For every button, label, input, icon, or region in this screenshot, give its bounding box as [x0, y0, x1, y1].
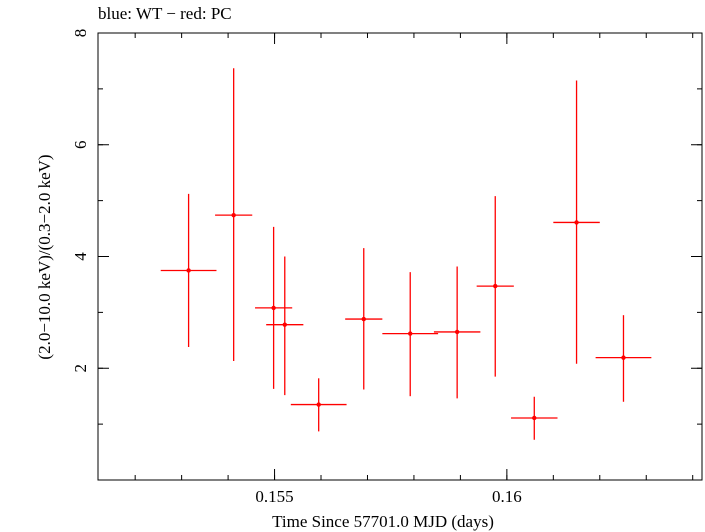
data-point [266, 256, 304, 396]
data-point [290, 378, 347, 432]
data-point [215, 68, 253, 361]
y-tick-label: 6 [71, 141, 90, 150]
data-point [511, 396, 558, 440]
point-marker [361, 316, 366, 322]
point-marker [532, 415, 537, 421]
data-point [595, 315, 652, 402]
chart-title: blue: WT − red: PC [98, 4, 232, 23]
point-marker [621, 355, 626, 360]
y-tick-label: 2 [71, 364, 90, 373]
axis-ticks [98, 32, 702, 481]
data-point [160, 193, 217, 348]
data-point [255, 226, 293, 389]
point-marker [493, 283, 498, 289]
x-axis-label: Time Since 57701.0 MJD (days) [272, 512, 494, 531]
y-tick-label: 4 [71, 252, 90, 261]
data-point [553, 80, 600, 364]
data-points [160, 68, 652, 440]
data-point [382, 272, 439, 397]
point-marker [186, 268, 191, 273]
y-tick-label: 8 [71, 29, 90, 38]
y-axis-label: (2.0−10.0 keV)/(0.3−2.0 keV) [35, 154, 54, 359]
point-marker [282, 322, 287, 327]
point-marker [231, 212, 236, 218]
data-point [476, 196, 514, 377]
point-marker [574, 220, 579, 225]
point-marker [271, 305, 276, 311]
x-tick-label: 0.16 [492, 487, 522, 506]
point-marker [316, 402, 321, 407]
x-tick-label: 0.155 [255, 487, 293, 506]
axis-tick-labels: 0.155 0.16 2 4 6 8 [71, 29, 522, 506]
point-marker [408, 331, 413, 336]
point-marker [454, 329, 460, 335]
data-point [433, 266, 481, 399]
data-point [345, 248, 383, 390]
